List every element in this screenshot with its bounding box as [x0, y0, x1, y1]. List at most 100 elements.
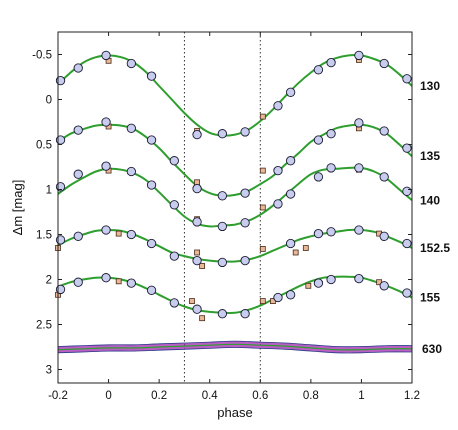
data-point-circle: [354, 225, 364, 235]
data-point-circle: [273, 292, 283, 303]
data-point-circle: [326, 57, 336, 68]
data-point-square: [259, 113, 266, 120]
data-point-circle: [354, 118, 364, 128]
data-point-circle: [326, 227, 336, 237]
data-point-circle: [73, 277, 83, 287]
data-point-square: [115, 278, 122, 285]
data-point-square: [292, 249, 299, 256]
data-point-circle: [169, 251, 179, 261]
data-point-circle: [126, 123, 136, 133]
data-point-circle: [354, 163, 364, 173]
data-point-square: [302, 245, 309, 251]
data-point-square: [259, 167, 266, 174]
axis-ticks: -0.2 0 0.2 0.4 0.6 0.8 1 1.2 -0.5 0 0.5 1 1.5 2 2.5 3: [32, 32, 420, 402]
y-tick-label: 0: [46, 95, 52, 107]
data-point-circle: [313, 228, 324, 239]
data-point-circle: [313, 172, 324, 182]
data-point-circle: [192, 217, 202, 227]
data-point-circle: [146, 135, 157, 145]
y-axis-label: Δm [mag]: [10, 180, 25, 236]
data-point-circle: [146, 285, 157, 295]
data-point-square: [305, 282, 312, 289]
data-point-circle: [402, 74, 412, 84]
data-point-circle: [285, 156, 296, 166]
data-point-circle: [101, 161, 111, 171]
data-point-circle: [240, 188, 250, 198]
axes-frame: [57, 31, 413, 384]
data-point-square: [115, 230, 122, 237]
data-point-square: [199, 315, 206, 322]
fit-line: [57, 166, 413, 228]
data-point-circle: [101, 50, 111, 61]
x-tick-label: 1.2: [404, 390, 420, 402]
series-label: 140: [420, 193, 440, 207]
data-point-square: [194, 249, 200, 256]
data-point-circle: [101, 117, 111, 127]
y-tick-label: 2.5: [36, 320, 52, 332]
fit-line: [57, 53, 413, 137]
data-point-circle: [126, 229, 136, 240]
data-point-circle: [126, 278, 136, 288]
data-point-circle: [217, 221, 228, 232]
data-point-circle: [192, 304, 202, 314]
x-tick-label: 1: [358, 390, 364, 402]
data-point-circle: [326, 129, 336, 139]
data-point-circle: [217, 129, 228, 139]
data-point-circle: [285, 290, 296, 300]
data-point-circle: [402, 238, 412, 249]
data-point-circle: [169, 200, 179, 210]
data-point-circle: [402, 288, 412, 298]
data-point-square: [199, 263, 206, 269]
data-point-circle: [126, 58, 136, 69]
x-tick-label: -0.2: [48, 390, 68, 402]
fit-line-630: [57, 343, 413, 351]
data-point-circle: [326, 163, 336, 173]
y-tick-label: 2: [46, 275, 52, 287]
x-axis-label: phase: [217, 405, 252, 420]
data-point-circle: [379, 172, 389, 182]
data-point-circle: [126, 166, 136, 177]
y-tick-label: 0.5: [36, 140, 52, 152]
series-label: 130: [420, 79, 440, 93]
fit-line: [57, 228, 413, 263]
data-point-square: [189, 298, 195, 305]
data-point-circle: [73, 169, 83, 179]
band-edge: [57, 340, 413, 348]
data-point-circle: [73, 125, 83, 135]
y-tick-label: 1: [46, 185, 52, 197]
data-point-circle: [192, 183, 202, 194]
data-point-circle: [402, 143, 412, 153]
data-point-circle: [273, 165, 283, 176]
data-point-circle: [217, 309, 228, 319]
data-point-circle: [354, 273, 364, 284]
data-point-circle: [73, 63, 83, 73]
x-tick-label: 0.4: [202, 390, 219, 402]
plot-area: [55, 32, 413, 383]
data-point-circle: [169, 298, 179, 308]
data-point-circle: [285, 189, 296, 199]
data-point-circle: [326, 274, 336, 285]
data-point-circle: [379, 231, 389, 241]
series-label: 135: [420, 149, 440, 163]
series-label: 630: [422, 342, 442, 356]
data-point-circle: [313, 135, 324, 145]
data-point-circle: [217, 257, 228, 268]
data-point-circle: [240, 127, 250, 137]
y-tick-label: -0.5: [32, 50, 52, 62]
x-tick-label: 0.8: [303, 390, 319, 402]
y-tick-label: 1.5: [36, 230, 52, 242]
series-label: 155: [420, 291, 440, 305]
data-point-circle: [313, 278, 324, 288]
data-point-circle: [273, 101, 283, 111]
data-point-circle: [354, 50, 364, 61]
data-point-circle: [192, 255, 202, 266]
data-point-circle: [73, 231, 83, 241]
data-point-circle: [146, 238, 157, 249]
series-label: 152.5: [420, 241, 450, 255]
data-point-square: [259, 245, 266, 252]
data-point-square: [259, 298, 266, 305]
data-point-square: [259, 204, 266, 211]
data-point-circle: [240, 255, 250, 266]
fit-line: [57, 123, 413, 197]
data-point-circle: [146, 180, 157, 190]
